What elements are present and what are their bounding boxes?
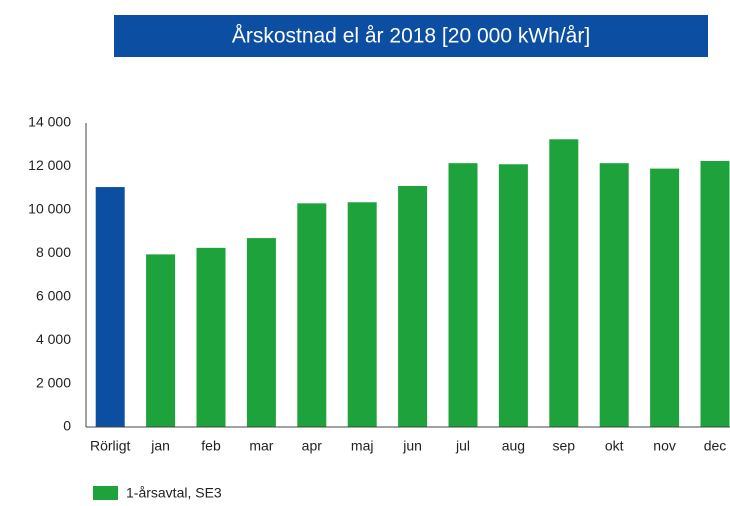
- x-tick-label: okt: [605, 438, 624, 454]
- bar: [700, 161, 730, 427]
- y-tick-label: 2 000: [36, 374, 71, 390]
- x-tick-label: dec: [704, 438, 727, 454]
- bar: [549, 139, 579, 428]
- bar: [599, 163, 629, 427]
- bar: [297, 203, 327, 427]
- x-tick-label: jul: [455, 438, 470, 454]
- bar: [448, 163, 478, 427]
- chart-title: Årskostnad el år 2018 [20 000 kWh/år]: [232, 25, 590, 48]
- x-tick-label: jan: [150, 438, 170, 454]
- x-tick-label: maj: [351, 438, 374, 454]
- bar: [95, 187, 125, 427]
- bar: [347, 202, 377, 427]
- x-tick-label: nov: [653, 438, 676, 454]
- x-tick-label: jun: [402, 438, 422, 454]
- x-tick-label: apr: [302, 438, 323, 454]
- y-tick-label: 8 000: [36, 244, 71, 260]
- bar: [650, 168, 680, 427]
- y-tick-label: 6 000: [36, 287, 71, 303]
- x-tick-label: Rörligt: [90, 438, 131, 454]
- title-banner: [114, 15, 708, 57]
- y-tick-label: 14 000: [28, 114, 71, 130]
- y-tick-label: 12 000: [28, 157, 71, 173]
- bar: [498, 164, 528, 427]
- y-tick-label: 0: [63, 418, 71, 434]
- x-tick-label: sep: [553, 438, 576, 454]
- bar: [246, 238, 276, 427]
- y-tick-label: 4 000: [36, 331, 71, 347]
- bar: [146, 254, 176, 427]
- x-tick-label: mar: [249, 438, 273, 454]
- x-tick-label: aug: [502, 438, 525, 454]
- x-tick-label: feb: [201, 438, 221, 454]
- legend-label: 1-årsavtal, SE3: [126, 485, 222, 501]
- y-tick-label: 10 000: [28, 201, 71, 217]
- bar: [398, 185, 428, 427]
- bar: [196, 247, 226, 427]
- legend-swatch: [93, 486, 118, 500]
